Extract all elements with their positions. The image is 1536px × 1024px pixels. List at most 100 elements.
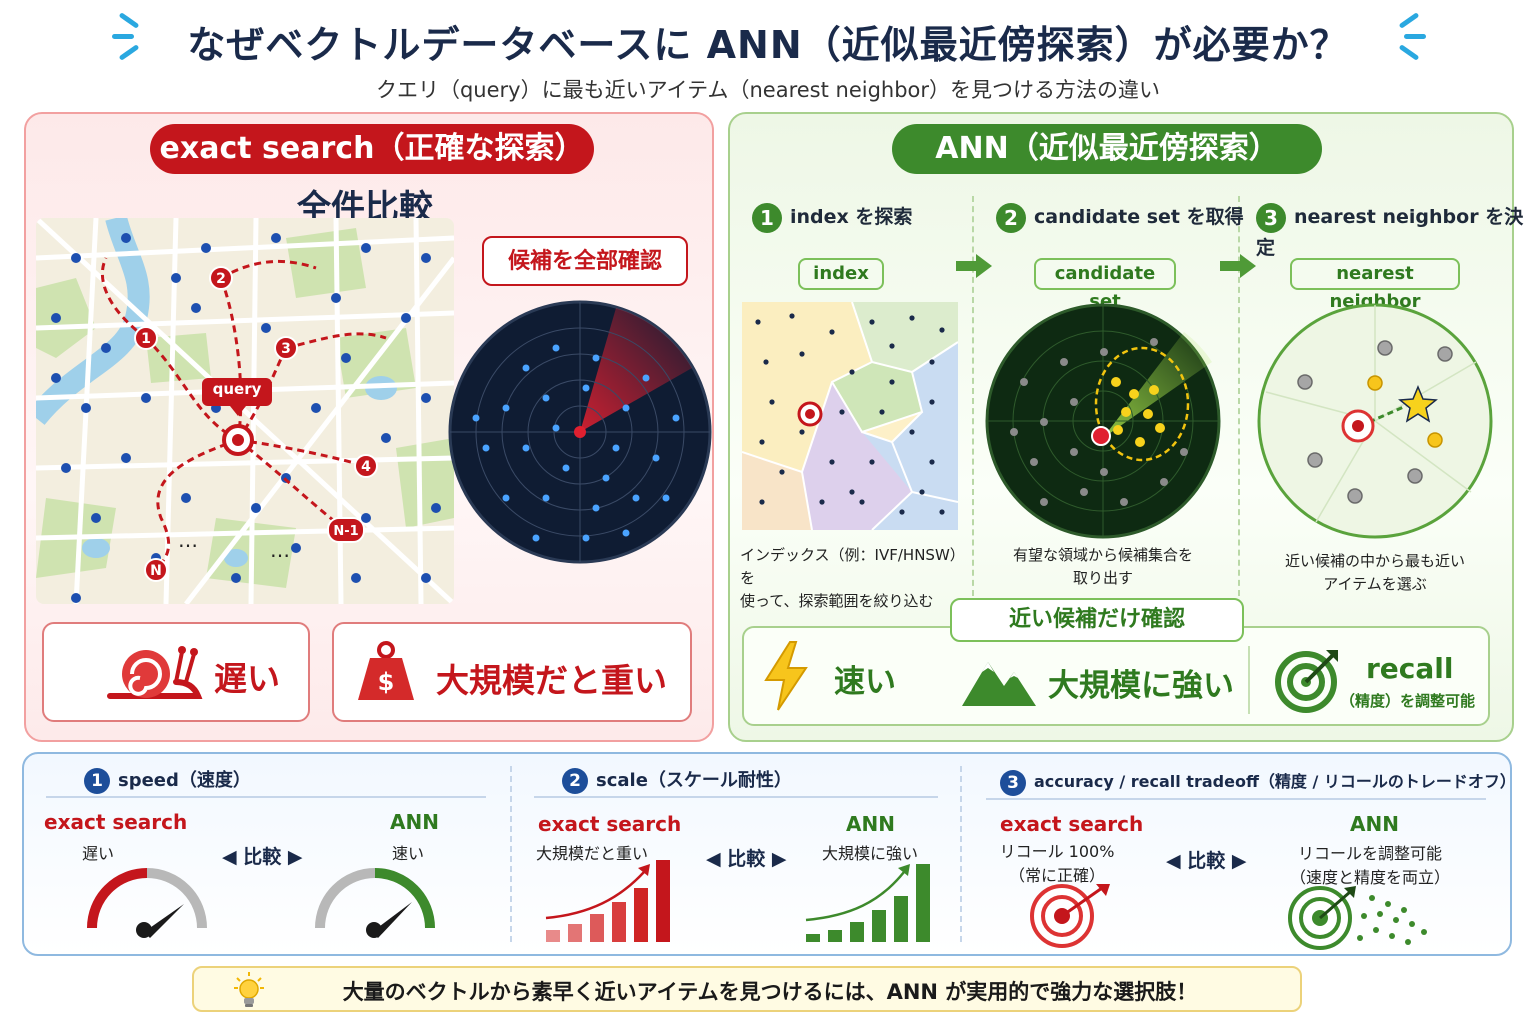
step-divider xyxy=(1238,196,1240,596)
vector-point xyxy=(859,499,865,505)
candidate-point xyxy=(1111,377,1121,387)
section-title-text: accuracy / recall tradeoff（精度 / リコールのトレー… xyxy=(1034,772,1516,791)
candidate-other-point xyxy=(1070,398,1078,406)
candidate-other-point xyxy=(1060,358,1068,366)
vector-point xyxy=(829,459,835,465)
vector-point xyxy=(929,359,935,365)
step-number: 1 xyxy=(752,202,782,233)
route-marker xyxy=(354,454,378,478)
benefit-recall-sub: （精度）を調整可能 xyxy=(1340,692,1476,710)
neighbor-candidate-point xyxy=(1297,374,1313,390)
map-point xyxy=(381,433,391,443)
comparison-panel xyxy=(22,752,1512,956)
step-number: 3 xyxy=(1256,202,1286,233)
full-scan-radar xyxy=(448,300,712,564)
map-point xyxy=(191,303,201,313)
heavy-bars-icon xyxy=(545,860,670,942)
nearest-neighbor-diagram xyxy=(1257,303,1493,539)
compare-text: 比較 xyxy=(1187,850,1226,872)
query-label: query xyxy=(212,380,262,398)
vector-point xyxy=(889,379,895,385)
radar-point xyxy=(602,474,610,482)
radar-point xyxy=(502,404,510,412)
candidate-other-point xyxy=(1180,448,1188,456)
vector-point xyxy=(919,489,925,495)
radar-point xyxy=(542,394,550,402)
compare-text: 比較 xyxy=(243,846,282,868)
scatter-point xyxy=(1393,917,1399,923)
scatter-point xyxy=(1421,929,1427,935)
check-near-tag: 近い候補だけ確認 xyxy=(950,598,1244,642)
decor-dash xyxy=(1404,34,1426,39)
voronoi-index-diagram xyxy=(742,302,958,530)
route-marker-label: N xyxy=(150,563,162,579)
map-point xyxy=(141,393,151,403)
section-rule xyxy=(46,796,486,798)
map-point xyxy=(71,593,81,603)
map-point xyxy=(421,393,431,403)
lightning-icon xyxy=(764,641,808,711)
page-subtitle: クエリ（query）に最も近いアイテム（nearest neighbor）を見つ… xyxy=(375,78,1161,102)
speed-right-name: ANN xyxy=(390,810,439,834)
accuracy-left-sub: リコール 100% （常に正確） xyxy=(992,838,1122,886)
check-all-tag: 候補を全部確認 xyxy=(482,236,688,286)
snail-icon xyxy=(107,646,203,699)
radar-point xyxy=(622,404,630,412)
route-marker xyxy=(209,266,233,290)
map-point xyxy=(341,353,351,363)
caption-line: 取り出す xyxy=(1072,569,1133,587)
caption-line: インデックス（例：IVF/HNSW）を xyxy=(740,546,958,587)
step-label: candidate set を取得 xyxy=(1034,206,1244,228)
city-map-diagram: 1 2 3 4 N-1 N xyxy=(36,218,454,604)
section-number: 2 xyxy=(562,768,588,794)
vector-point xyxy=(819,499,825,505)
vector-point xyxy=(869,459,875,465)
speed-right-sub: 速い xyxy=(392,844,425,863)
speed-section-title: 1 speed（速度） xyxy=(84,766,251,794)
candidate-other-point xyxy=(1150,338,1158,346)
map-point xyxy=(331,293,341,303)
close-candidate-point xyxy=(1427,432,1443,448)
benefits-card xyxy=(742,626,1490,726)
accuracy-right-name: ANN xyxy=(1350,812,1399,836)
vector-point xyxy=(849,489,855,495)
scatter-point xyxy=(1357,935,1363,941)
map-point xyxy=(291,543,301,553)
vector-point xyxy=(839,409,845,415)
radar-point xyxy=(632,494,640,502)
route-marker-label: 3 xyxy=(281,341,291,357)
map-point xyxy=(311,403,321,413)
neighbor-candidate-point xyxy=(1307,452,1323,468)
neighbor-candidate-point xyxy=(1347,488,1363,504)
map-point xyxy=(261,323,271,333)
scale-right-sub: 大規模に強い xyxy=(822,844,919,863)
page-title: なぜベクトルデータベースに ANN（近似最近傍探索）が必要か？ xyxy=(187,23,1349,67)
map-point xyxy=(51,313,61,323)
decor-dash xyxy=(112,34,134,39)
route-marker-label: 2 xyxy=(216,271,226,287)
map-point xyxy=(171,273,181,283)
route-marker xyxy=(274,336,298,360)
drawback-slow-label: 遅い xyxy=(214,659,280,698)
radar-point xyxy=(592,354,600,362)
step-2-caption: 有望な領域から候補集合を 取り出す xyxy=(984,544,1222,590)
conclusion-banner xyxy=(192,966,1302,1012)
accuracy-left-name: exact search xyxy=(1000,812,1144,836)
radar-point xyxy=(482,444,490,452)
radar-point xyxy=(672,414,680,422)
fast-gauge-icon xyxy=(315,868,435,938)
neighbor-candidate-point xyxy=(1437,346,1453,362)
candidate-other-point xyxy=(1010,428,1018,436)
sub-line: （速度と精度を両立） xyxy=(1289,868,1450,887)
exact-target-icon xyxy=(1030,884,1110,948)
candidate-point xyxy=(1113,425,1123,435)
map-point xyxy=(61,463,71,473)
exact-search-header: exact search（正確な探索） xyxy=(150,124,594,174)
vector-point xyxy=(899,509,905,515)
route-marker-label: 4 xyxy=(361,459,371,475)
radar-point xyxy=(532,534,540,542)
candidate-point xyxy=(1121,407,1131,417)
step-label: nearest neighbor を決定 xyxy=(1256,206,1524,259)
accuracy-section-title: 3 accuracy / recall tradeoff（精度 / リコールのトレ… xyxy=(1000,768,1516,796)
map-point xyxy=(81,403,91,413)
